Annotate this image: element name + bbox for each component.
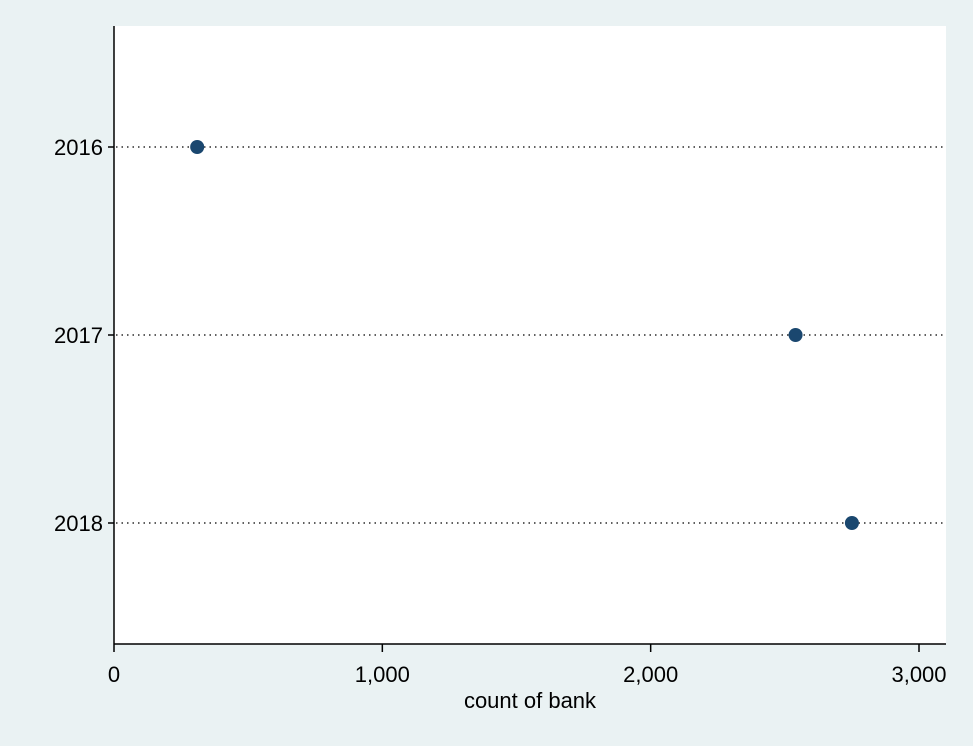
y-tick-label: 2018 xyxy=(54,511,103,536)
x-ticks: 0 1,000 2,000 3,000 xyxy=(108,146,947,687)
x-tick-label: 2,000 xyxy=(623,662,678,687)
y-tick-label: 2017 xyxy=(54,323,103,348)
x-tick-label: 1,000 xyxy=(355,662,410,687)
x-axis-title: count of bank xyxy=(464,688,597,713)
data-point-2018 xyxy=(844,516,859,530)
guide-lines xyxy=(116,146,946,524)
data-point-2017 xyxy=(788,328,803,342)
y-tick-labels: 2016 2017 2018 xyxy=(54,135,103,536)
data-point-2016 xyxy=(190,140,205,154)
y-tick-label: 2016 xyxy=(54,135,103,160)
data-points xyxy=(190,140,859,530)
x-tick-label: 3,000 xyxy=(891,662,946,687)
x-tick-label: 0 xyxy=(108,662,120,687)
